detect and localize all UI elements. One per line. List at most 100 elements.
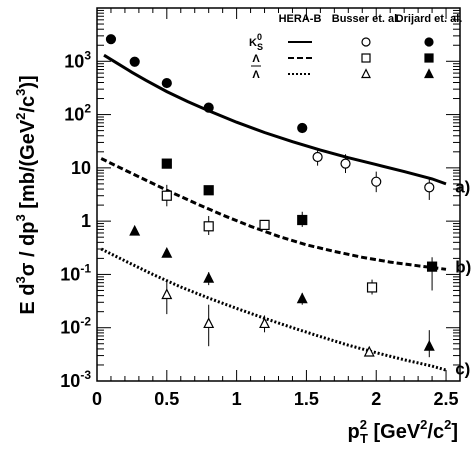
marker-triangle (363, 345, 375, 357)
marker-square (366, 282, 378, 293)
x-title-part: 2 (360, 417, 367, 432)
marker-triangle (203, 317, 215, 329)
series-K0S-herab (103, 53, 447, 186)
x-title-part: p (348, 421, 360, 443)
legend-column-header: Busser et. al. (332, 13, 400, 25)
marker-circle (203, 102, 214, 113)
legend-particle: K0 S (249, 32, 263, 52)
marker-circle (297, 122, 308, 134)
legend-particle-symbol: Λ (252, 53, 260, 65)
y-title-part: 3 (13, 276, 28, 283)
marker-circle (105, 34, 117, 45)
legend: HERA-B Busser et. al.Drijard et. al.K0 SΛΛ (249, 13, 462, 81)
series-Lambda-busseretal (161, 184, 378, 295)
data-point (371, 176, 382, 187)
x-title-part: /c (427, 421, 444, 443)
marker-circle (312, 151, 323, 163)
marker-circle (340, 158, 351, 169)
data-point (312, 151, 323, 163)
y-title-part: d (17, 284, 39, 296)
data-point (161, 246, 173, 258)
legend-drijard-marker (424, 68, 434, 79)
series-AntiLambda-drijardetal (129, 224, 435, 358)
marker-circle (424, 37, 434, 47)
data-point (423, 339, 435, 351)
marker-triangle (296, 292, 308, 304)
series-Lambda-drijardetal (161, 158, 438, 291)
legend-column-header: Drijard et. al. (396, 13, 463, 25)
y-tick-exponent: -1 (80, 261, 91, 275)
marker-triangle (161, 288, 173, 300)
y-tick-exponent: -2 (80, 315, 91, 329)
data-point (161, 158, 172, 169)
y-tick-label: 10-1 (60, 261, 91, 284)
marker-triangle (361, 68, 371, 79)
marker-square (203, 221, 214, 232)
data-point (203, 317, 215, 329)
y-tick-label: 103 (64, 48, 91, 71)
legend-particle-symbol: K (249, 37, 257, 49)
y-tick-base: 10 (60, 318, 80, 338)
legend-row: Λ (251, 65, 434, 81)
data-point (203, 102, 214, 113)
y-tick-exponent: 2 (84, 102, 91, 116)
data-point (296, 292, 308, 304)
y-tick-label: 1 (81, 211, 91, 231)
data-point (161, 77, 172, 89)
legend-drijard-marker (424, 37, 434, 47)
y-tick-base: 10 (60, 264, 80, 284)
data-point (363, 345, 375, 357)
x-tick-label: 1.5 (294, 389, 319, 409)
x-axis-title: p2 T [GeV2/c2] (348, 417, 458, 446)
data-point (259, 219, 270, 231)
data-point (129, 224, 141, 236)
y-title-part: E (17, 296, 39, 315)
marker-square (161, 190, 172, 201)
marker-square (424, 53, 434, 63)
x-tick-label: 2.5 (434, 389, 459, 409)
marker-circle (361, 37, 371, 47)
legend-particle-sub: S (257, 42, 263, 52)
data-point (203, 221, 214, 232)
marker-triangle (161, 246, 173, 258)
y-tick-base: 10 (64, 51, 84, 71)
data-point (129, 56, 140, 67)
legend-particle: Λ (252, 53, 260, 65)
series-AntiLambda-busseretal (161, 281, 375, 357)
legend-row: Λ (252, 53, 434, 65)
marker-square (259, 219, 270, 231)
marker-square (297, 214, 308, 226)
data-point (426, 261, 438, 272)
data-point (297, 214, 308, 226)
y-tick-base: 10 (60, 371, 80, 391)
y-tick-label: 102 (64, 102, 91, 125)
series-line (100, 157, 447, 271)
marker-circle (371, 176, 382, 187)
x-axis: 0 0.5 1 1.5 2 2.5 (92, 8, 459, 409)
series-K0S-busseretal (312, 148, 435, 200)
plot-frame (96, 7, 461, 382)
data-point (340, 158, 351, 169)
marker-triangle (424, 68, 434, 79)
y-title-part: 2 (13, 113, 28, 120)
legend-drijard-marker (424, 53, 434, 63)
marker-triangle (259, 317, 271, 329)
legend-busser-marker (361, 68, 371, 79)
y-axis-title: E d3σ / dp3 [mb/(GeV2/c3)] (13, 75, 39, 314)
marker-square (203, 185, 214, 196)
data-point (161, 288, 173, 300)
y-tick-base: 10 (64, 105, 84, 125)
y-title-part: )] (17, 75, 39, 88)
curve-label: a) (455, 177, 470, 196)
marker-circle (161, 77, 172, 89)
y-tick-base: 1 (81, 211, 91, 231)
legend-particle-symbol: Λ (252, 69, 260, 81)
marker-square (161, 158, 172, 169)
data-point (424, 182, 435, 193)
x-tick-label: 0.5 (154, 389, 179, 409)
y-tick-base: 10 (71, 158, 91, 178)
marker-triangle (423, 339, 435, 351)
series-line (103, 53, 447, 186)
